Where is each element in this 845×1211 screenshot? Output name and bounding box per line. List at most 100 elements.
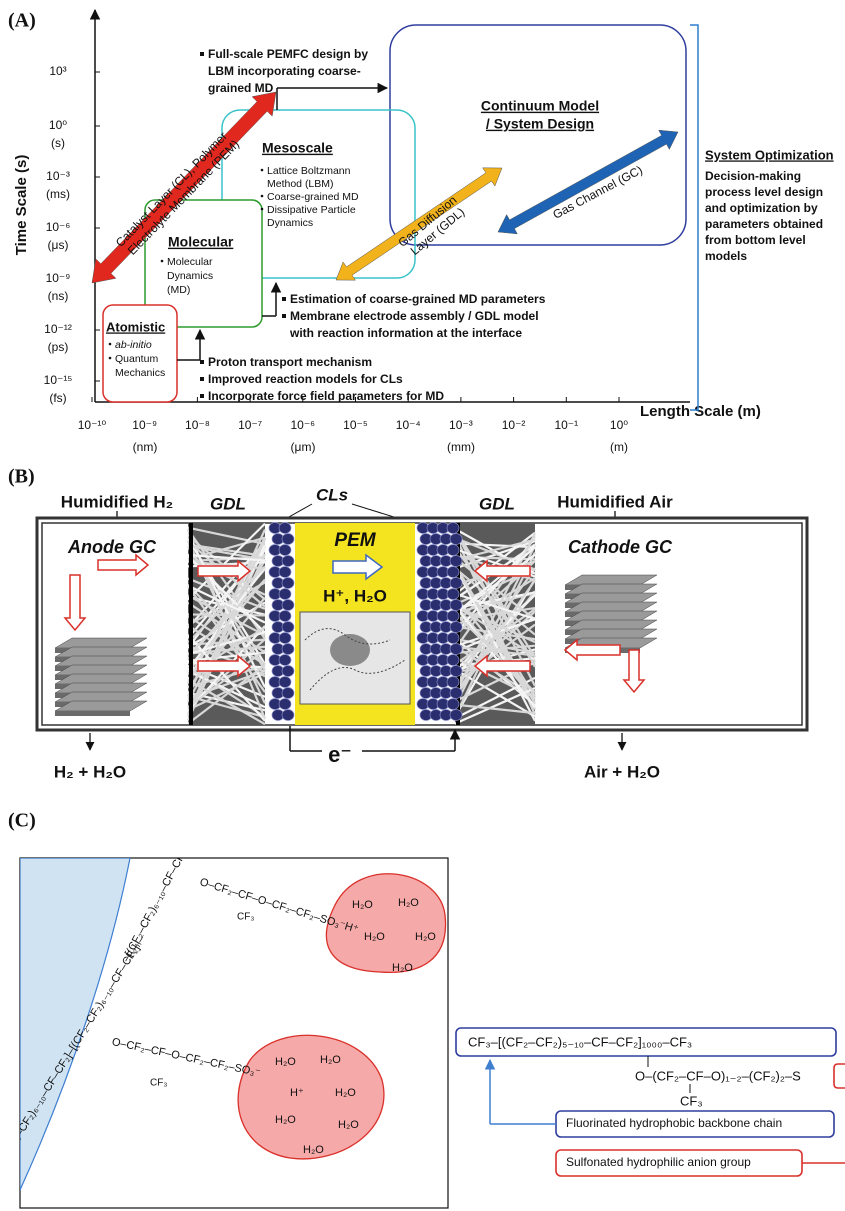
catalyst-particle xyxy=(450,666,462,677)
figure: (A)Time Scale (s)10³10⁰(s)10⁻³(ms)10⁻⁶(μ… xyxy=(0,0,845,1211)
label: grained MD xyxy=(208,81,274,95)
catalyst-particle xyxy=(447,611,459,622)
label: 10⁻⁹ xyxy=(46,271,71,285)
label: Anode GC xyxy=(67,537,157,557)
catalyst-particle xyxy=(447,523,459,534)
label: and optimization by xyxy=(705,201,818,215)
catalyst-particle xyxy=(282,534,294,545)
label: (ms) xyxy=(46,187,70,201)
label: 10⁻³ xyxy=(449,418,473,432)
label: 10⁰ xyxy=(49,118,67,132)
label: H₂O xyxy=(303,1144,324,1156)
label: H₂O xyxy=(352,899,373,911)
catalyst-particle xyxy=(450,578,462,589)
label: (A) xyxy=(8,10,36,32)
catalyst-particle xyxy=(447,633,459,644)
label: 10⁻⁹ xyxy=(132,418,157,432)
label: H₂O xyxy=(275,1114,296,1126)
catalyst-particle xyxy=(450,710,462,721)
label: parameters obtained xyxy=(705,217,823,231)
catalyst-particle xyxy=(279,611,291,622)
label: Improved reaction models for CLs xyxy=(208,372,403,386)
label: H⁺, H₂O xyxy=(323,586,387,605)
label: Humidified H₂ xyxy=(61,492,173,511)
channel-fin-face xyxy=(55,711,130,716)
catalyst-particle xyxy=(450,600,462,611)
catalyst-particle xyxy=(279,589,291,600)
label: Dynamics xyxy=(267,217,313,229)
label: (MD) xyxy=(167,284,190,296)
catalyst-particle xyxy=(279,633,291,644)
catalyst-particle xyxy=(282,666,294,677)
label: 10⁻⁶ xyxy=(290,418,315,432)
label: 10⁻² xyxy=(502,418,526,432)
label: (μs) xyxy=(48,238,69,252)
label: 10⁻³ xyxy=(46,169,70,183)
catalyst-particle xyxy=(447,589,459,600)
label: 10⁻¹⁵ xyxy=(44,373,73,387)
label: 10⁻⁴ xyxy=(396,418,421,432)
anion-box-edge xyxy=(834,1064,845,1088)
bracket xyxy=(690,25,698,410)
label: CF₃ xyxy=(680,1093,703,1108)
label: (ns) xyxy=(48,289,69,303)
label: H₂ + H₂O xyxy=(54,762,126,781)
bullet xyxy=(261,195,264,198)
label: H₂O xyxy=(398,897,419,909)
label: (mm) xyxy=(447,440,475,454)
label: (nm) xyxy=(133,440,158,454)
catalyst-particle xyxy=(279,545,291,556)
label: 10⁰ xyxy=(610,418,628,432)
bullet xyxy=(200,394,204,398)
catalyst-particle xyxy=(279,699,291,710)
label: PEM xyxy=(334,530,376,551)
label: Time Scale (s) xyxy=(13,155,30,256)
label: H₂O xyxy=(338,1119,359,1131)
label: (ps) xyxy=(48,340,69,354)
fibre xyxy=(188,614,265,615)
label: LBM incorporating coarse- xyxy=(208,64,361,78)
bullet xyxy=(161,260,164,263)
bullet xyxy=(109,357,112,360)
label: (m) xyxy=(610,440,628,454)
bullet xyxy=(282,314,286,318)
catalyst-particle xyxy=(282,556,294,567)
bullet xyxy=(261,169,264,172)
label: Membrane electrode assembly / GDL model xyxy=(290,309,539,323)
label: 10³ xyxy=(49,64,66,78)
label: Cathode GC xyxy=(568,537,673,557)
catalyst-particle xyxy=(450,556,462,567)
catalyst-particle xyxy=(447,545,459,556)
label: 10⁻¹⁰ xyxy=(78,418,107,432)
label: H₂O xyxy=(392,962,413,974)
cluster xyxy=(330,634,370,666)
label: / System Design xyxy=(486,116,594,132)
label: Method (LBM) xyxy=(267,178,334,190)
label: CLs xyxy=(316,485,348,504)
label: Fluorinated hydrophobic backbone chain xyxy=(566,1116,782,1130)
catalyst-particle xyxy=(450,644,462,655)
catalyst-particle xyxy=(279,677,291,688)
label: H₂O xyxy=(415,931,436,943)
label: (μm) xyxy=(291,440,316,454)
label: 10⁻⁶ xyxy=(46,220,71,234)
catalyst-particle xyxy=(447,655,459,666)
bullet xyxy=(200,360,204,364)
label: 10⁻¹ xyxy=(554,418,578,432)
label: GDL xyxy=(479,494,515,513)
label: (fs) xyxy=(49,391,66,405)
label: ab-initio xyxy=(115,339,152,351)
label: Length Scale (m) xyxy=(640,403,761,420)
label: e⁻ xyxy=(328,742,352,767)
label: Lattice Boltzmann xyxy=(267,165,351,177)
label: Coarse-grained MD xyxy=(267,191,359,203)
bullet xyxy=(200,377,204,381)
label: from bottom level xyxy=(705,233,806,247)
label: Mechanics xyxy=(115,367,165,379)
bullet xyxy=(261,208,264,211)
label: H₂O xyxy=(335,1087,356,1099)
label: models xyxy=(705,249,747,263)
catalyst-particle xyxy=(282,578,294,589)
label: 10⁻⁸ xyxy=(185,418,210,432)
label: Mesoscale xyxy=(262,140,333,156)
